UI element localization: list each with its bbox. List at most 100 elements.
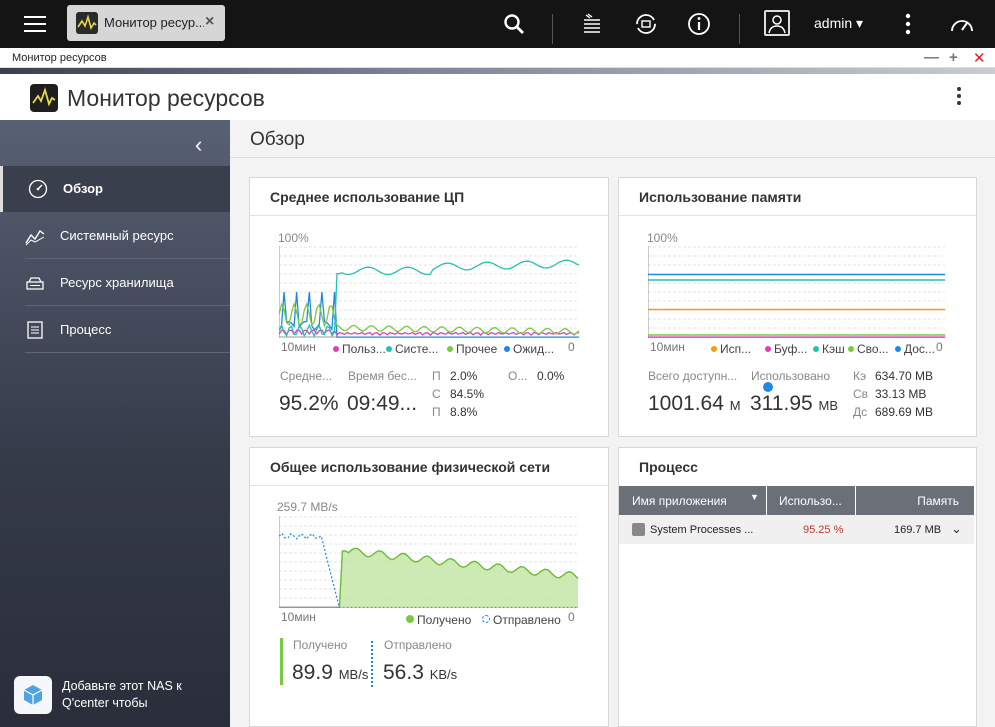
qcenter-icon [14,676,52,714]
cpu-y-max: 100% [278,231,309,245]
cpu-p2-label: П [432,405,441,419]
legend-dot-icon [504,346,510,352]
cpu-avg-label: Средне... [280,369,333,383]
sidebar-item-process[interactable]: Процесс [0,307,230,353]
process-card: Процесс Имя приложения ▼ Использо... Пам… [618,447,977,727]
memory-x-right: 0 [936,340,943,354]
expand-chevron-icon[interactable]: ⌄ [951,521,962,536]
process-card-title: Процесс [639,459,698,475]
legend-label: Отправлено [493,613,561,627]
cpu-o-label: О... [508,369,528,383]
qcenter-promo-text: Добавьте этот NAS к Q'center чтобы [62,679,182,710]
legend-label: Прочее [456,342,498,356]
network-chart [279,516,578,608]
divider [739,14,740,44]
cpu-card-title: Среднее использование ЦП [270,189,465,205]
top-bar: Монитор ресур... × admin ▾ [0,0,995,48]
app-header: Монитор ресурсов [0,74,995,120]
legend-item[interactable]: Ожид... [504,342,554,356]
cpu-series-system [279,259,579,338]
maximize-button[interactable]: + [949,49,958,66]
legend-label: Ожид... [513,342,555,356]
cpu-idle-label: Время бес... [348,369,417,383]
line-chart-icon [25,229,45,246]
received-dot-icon [406,615,414,623]
app-tab[interactable]: Монитор ресур... × [67,5,225,41]
sidebar-item-overview[interactable]: Обзор [0,166,230,212]
main-content: Обзор Среднее использование ЦП 100% 10ми… [230,120,995,727]
memory-cache-label: Кэ [853,369,867,383]
memory-free-value: 33.13 MB [875,387,927,401]
tasks-icon[interactable] [580,12,604,36]
sidebar-item-storage-resource[interactable]: Ресурс хранилища [0,260,230,306]
memory-total-value: 1001.64 [648,392,724,415]
legend-item[interactable]: Систе... [386,342,438,356]
resource-monitor-logo-icon [30,84,58,112]
cpu-c-label: С [432,387,441,401]
sync-icon[interactable] [634,12,658,36]
user-avatar-icon[interactable] [764,10,790,36]
sidebar-item-label: Обзор [63,181,103,196]
network-sent-label: Отправлено [384,638,452,652]
legend-item[interactable]: Исп... [711,342,751,356]
memory-used-marker [763,382,773,392]
info-icon[interactable] [687,12,711,36]
network-card-title: Общее использование физической сети [270,459,551,475]
dashboard-gauge-icon[interactable] [949,12,973,36]
cpu-series-user [279,329,579,337]
window-title-bar: Монитор ресурсов — + ✕ [0,48,995,68]
memory-available-value: 689.69 MB [875,405,934,419]
legend-item[interactable]: Дос... [895,342,935,356]
legend-label: Дос... [904,342,935,356]
memory-used: 311.95 МВ [750,392,838,416]
sidebar-item-label: Системный ресурс [60,228,174,243]
network-y-max: 259.7 MB/s [277,500,338,514]
username-menu[interactable]: admin ▾ [814,15,864,31]
sidebar-item-system-resource[interactable]: Системный ресурс [0,213,230,259]
memory-used-value: 311.95 [750,392,813,415]
close-window-button[interactable]: ✕ [973,50,986,67]
legend-item[interactable]: Сво... [848,342,889,356]
app-tab-label: Монитор ресур... [104,15,204,30]
column-app-name[interactable]: Имя приложения ▼ [619,486,766,515]
network-sent-unit: KB/s [429,667,458,682]
page-title: Обзор [250,129,305,150]
legend-label: Кэш [822,342,845,356]
legend-dot-icon [386,346,392,352]
legend-item[interactable]: Буф... [765,342,807,356]
sort-down-icon: ▼ [750,492,759,502]
process-memory: 169.7 MB [894,524,942,536]
collapse-sidebar-icon[interactable]: ‹ [195,132,203,157]
memory-used-unit: МВ [818,398,839,413]
network-received-label: Получено [293,638,348,652]
column-cpu-usage[interactable]: Использо... [767,486,855,515]
menu-icon[interactable] [22,12,48,36]
app-menu-icon[interactable] [955,87,963,109]
close-tab-icon[interactable]: × [205,13,215,30]
memory-used-label: Использовано [751,369,831,383]
column-label: Использо... [779,494,842,508]
process-list-icon [27,321,43,339]
network-card: Общее использование физической сети 259.… [249,447,609,727]
cpu-x-right: 0 [568,340,575,354]
minimize-button[interactable]: — [924,49,939,66]
search-icon[interactable] [502,12,526,36]
qcenter-promo[interactable]: Добавьте этот NAS к Q'center чтобы [14,676,224,720]
legend-label: Систе... [395,342,439,356]
cpu-series-wait [279,291,579,338]
legend-item[interactable]: Польз... [333,342,386,356]
column-memory[interactable]: Память [856,486,974,515]
legend-item[interactable]: Кэш [813,342,845,356]
legend-item[interactable]: Прочее [447,342,497,356]
received-bar [280,638,283,685]
memory-y-max: 100% [647,231,678,245]
legend-dot-icon [813,346,819,352]
cpu-p2-value: 8.8% [450,405,478,419]
memory-total-label: Всего доступн... [648,369,738,383]
more-options-icon[interactable] [900,12,924,36]
cpu-series-other [279,301,579,335]
cpu-card: Среднее использование ЦП 100% 10мин 0 Ср… [249,177,609,437]
network-x-right: 0 [568,610,575,624]
memory-x-left: 10мин [650,340,685,354]
table-row[interactable]: System Processes ... 95.25 % 169.7 MB ⌄ [619,515,974,544]
